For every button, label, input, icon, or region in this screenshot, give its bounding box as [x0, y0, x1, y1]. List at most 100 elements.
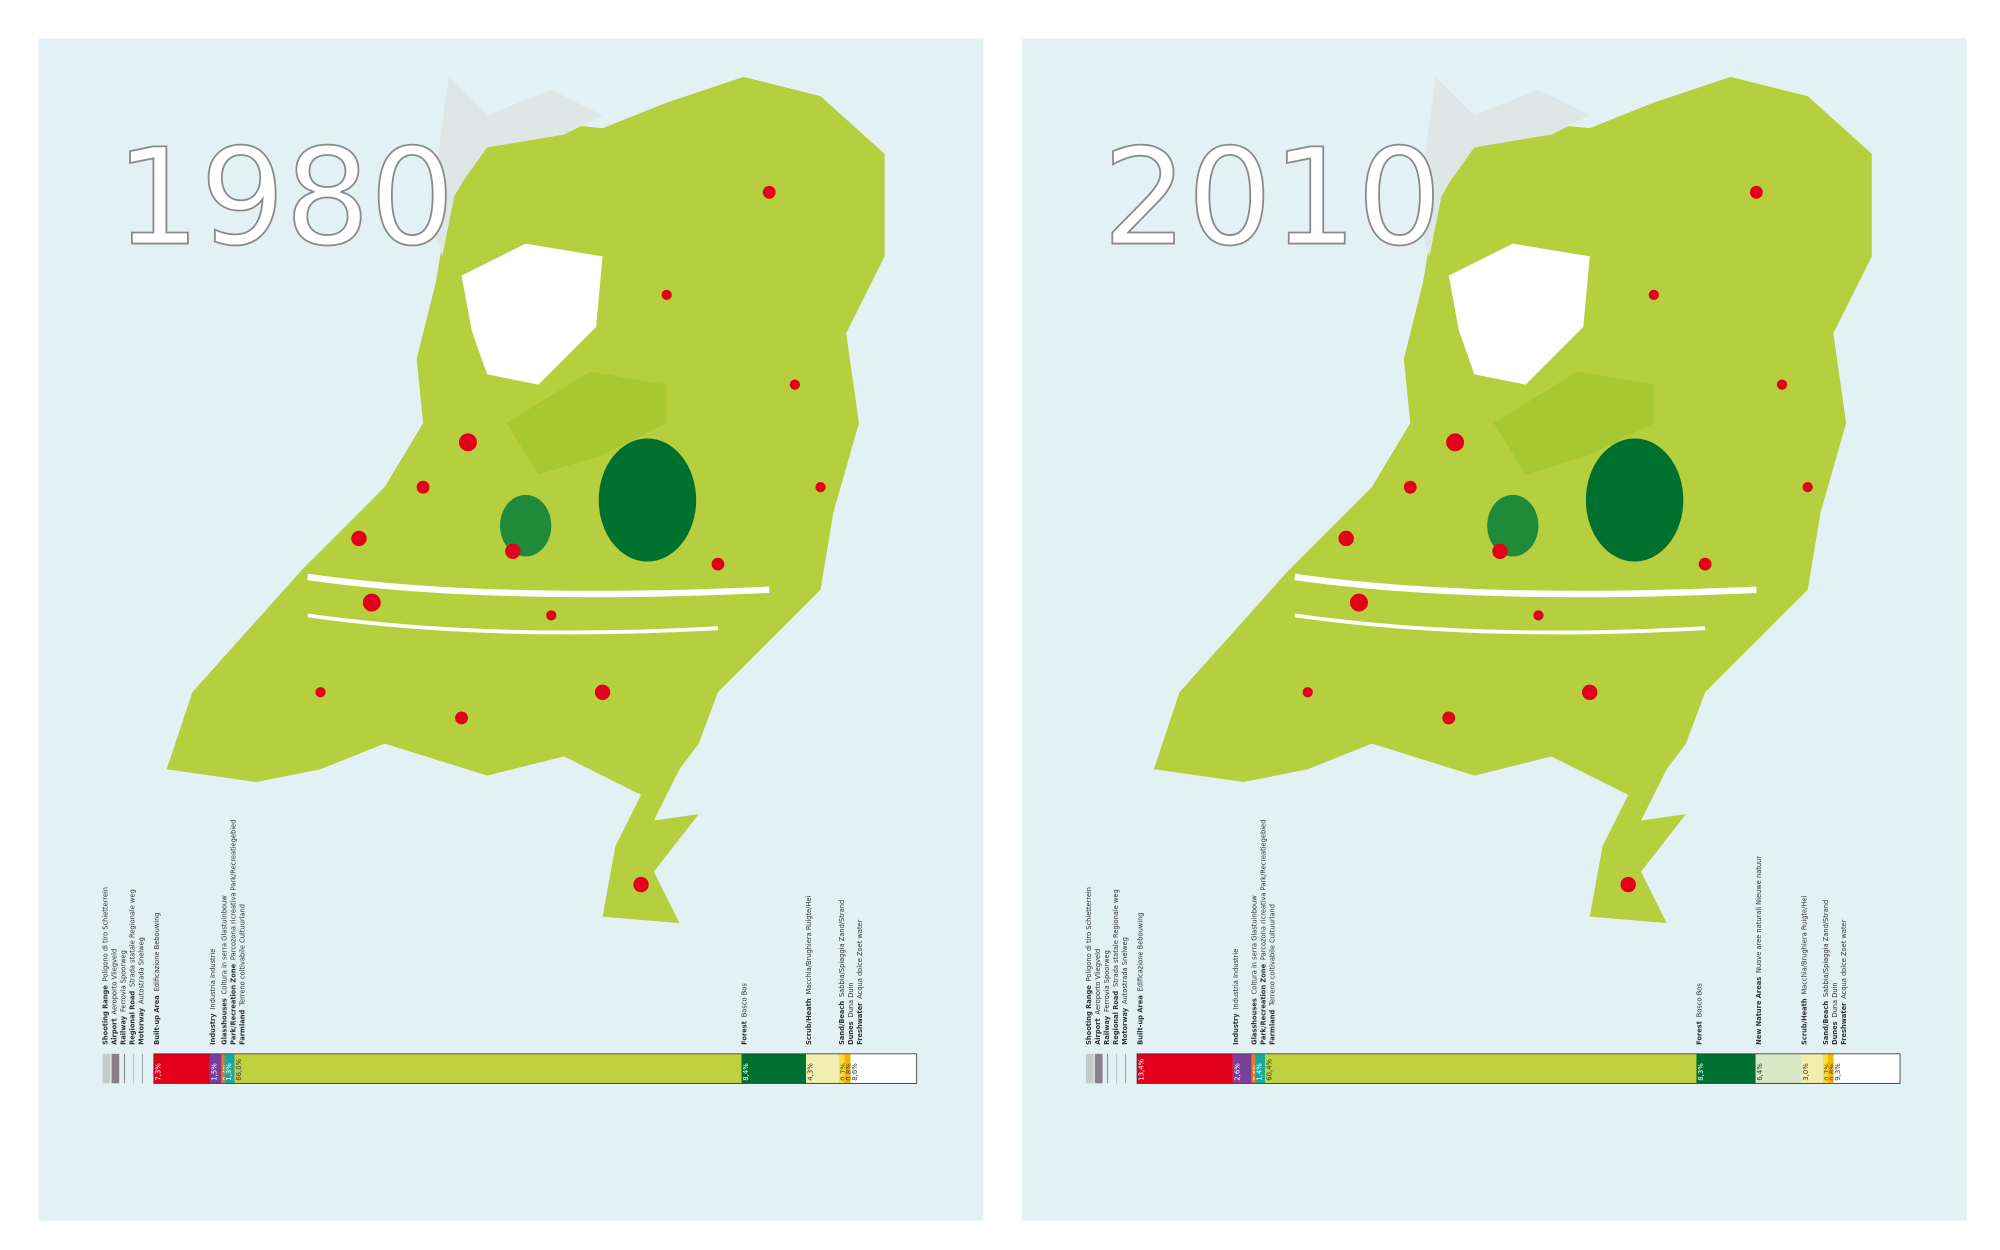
legend-name: Freshwater	[1840, 1002, 1848, 1045]
legend-name: Farmland	[239, 1009, 247, 1044]
legend-translation: Autostrada Snelweg	[1121, 937, 1129, 1004]
legend-label: Glasshouses Coltura in serra Glastuinbouw	[1251, 895, 1259, 1045]
legend-label: Dunes Duna Duin	[1831, 982, 1839, 1045]
legend-label: Airport Aeroporto Vliegveld	[1094, 949, 1102, 1045]
land-use-segment	[1696, 1053, 1756, 1084]
legend-name: Railway	[120, 1015, 128, 1045]
legend-name: Glasshouses	[221, 998, 229, 1045]
legend-label: Built-up Area Edificazione Bebouwing	[1136, 912, 1144, 1044]
value-label: 2,6%	[1233, 1063, 1241, 1081]
legend-label: Forest Bosco Bos	[741, 983, 749, 1045]
legend-label: Shooting Range Poligono di tiro Schietter…	[102, 887, 110, 1045]
land-use-segment	[1822, 1053, 1828, 1084]
legend-translation: Terreno coltivabile Cultuurland	[1269, 904, 1277, 1007]
legend-label: Dunes Duna Duin	[847, 982, 855, 1045]
land-use-segment	[1251, 1053, 1256, 1084]
legend-translation: Aeroporto Vliegveld	[1094, 949, 1102, 1015]
legend-label: Glasshouses Coltura in serra Glastuinbouw	[221, 895, 229, 1045]
legend-label: Industry Industria Industrie	[1232, 949, 1240, 1045]
land-use-segment	[221, 1053, 225, 1084]
legend-name: Airport	[1094, 1018, 1102, 1045]
legend-label: Industry Industria Industrie	[209, 949, 217, 1045]
land-use-segment	[1755, 1053, 1802, 1084]
legend-translation: Duna Duin	[1831, 982, 1839, 1017]
legend-label: Scrub/Heath Macchia/Brughiera Ruigte/Hei	[1801, 896, 1809, 1045]
legend-label: Scrub/Heath Macchia/Brughiera Ruigte/Hei	[805, 896, 813, 1045]
legend-label: Freshwater Acqua dolce Zoet water	[856, 919, 864, 1045]
legend-label: Railway Ferrovia Spoorweg	[120, 950, 128, 1045]
legend-name: Sand/Beach	[1822, 1001, 1830, 1045]
legend-name: Regional Road	[129, 991, 137, 1045]
legend-name: Built-up Area	[153, 995, 161, 1045]
legend-translation: Macchia/Brughiera Ruigte/Hei	[1801, 896, 1809, 995]
legend-name: Glasshouses	[1251, 998, 1259, 1045]
bar-outline	[153, 1053, 918, 1084]
legend-translation: Parcozona ricreativa Park/Recreatiegebie…	[1260, 820, 1268, 960]
value-label: 1,5%	[210, 1063, 218, 1081]
land-use-segment	[806, 1053, 840, 1084]
legend-label: Regional Road Strada statale Regionale we…	[129, 889, 137, 1045]
land-use-segment	[1232, 1053, 1252, 1084]
legend-name: Airport	[111, 1018, 119, 1045]
legend-label: Railway Ferrovia Spoorweg	[1103, 950, 1111, 1045]
legend-translation: Coltura in serra Glastuinbouw	[1251, 895, 1259, 995]
legend-name: Freshwater	[856, 1002, 864, 1045]
value-label: 8,6%	[851, 1063, 859, 1081]
legend-name: Sand/Beach	[838, 1001, 846, 1045]
legend-label: Shooting Range Poligono di tiro Schietter…	[1085, 887, 1093, 1045]
legend-translation: Ferrovia Spoorweg	[1103, 950, 1111, 1012]
legend-label: Sand/Beach Sabbia/Spiaggia Zand/Strand	[838, 900, 846, 1045]
legend-name: Farmland	[1269, 1009, 1277, 1044]
legend-translation: Acqua dolce Zoet water	[856, 919, 864, 998]
legend-translation: Parcozona ricreativa Park/Recreatiegebie…	[230, 820, 238, 960]
legend-name: Dunes	[1831, 1021, 1839, 1045]
legend-label: Farmland Terreno coltivabile Cultuurland	[239, 904, 247, 1045]
legend-label: Regional Road Strada statale Regionale we…	[1112, 889, 1120, 1045]
legend-translation: Duna Duin	[847, 982, 855, 1017]
line-feature-swatch	[111, 1053, 120, 1084]
legend-translation: Industria Industrie	[1232, 949, 1240, 1010]
legend-translation: Coltura in serra Glastuinbouw	[221, 895, 229, 995]
legend-name: Scrub/Heath	[805, 998, 813, 1045]
year-title: 1980	[115, 121, 454, 276]
land-use-segment	[1137, 1053, 1233, 1084]
legend-name: Forest	[741, 1020, 749, 1045]
land-use-segment	[839, 1053, 845, 1084]
legend-name: Railway	[1103, 1015, 1111, 1045]
legend-translation: Ferrovia Spoorweg	[120, 950, 128, 1012]
legend: Shooting Range Poligono di tiro Schietter…	[1085, 820, 1901, 1084]
value-label: 6,4%	[1756, 1063, 1764, 1081]
land-use-segment	[224, 1053, 235, 1084]
legend-name: Built-up Area	[1136, 995, 1144, 1045]
legend-translation: Edificazione Bebouwing	[1136, 912, 1144, 991]
value-label: 66,0%	[235, 1058, 243, 1080]
legend-name: New Nature Areas	[1755, 977, 1763, 1045]
land-use-segment	[1801, 1053, 1823, 1084]
legend-translation: Sabbia/Spiaggia Zand/Strand	[1822, 900, 1830, 997]
value-label: 0,8%	[1828, 1063, 1836, 1081]
line-feature-swatch	[1085, 1053, 1094, 1084]
legend-label: Forest Bosco Bos	[1696, 983, 1704, 1045]
land-use-segment	[1833, 1053, 1900, 1084]
value-label: 0,7%	[839, 1063, 847, 1081]
legend-name: Industry	[1232, 1013, 1240, 1045]
legend-label: Park/Recreation Zone Parcozona ricreativa…	[230, 820, 238, 1045]
legend-translation: Industria Industrie	[209, 949, 217, 1010]
value-label: 8,3%	[1697, 1063, 1705, 1081]
legend-translation: Strada statale Regionale weg	[129, 889, 137, 987]
legend-translation: Bosco Bos	[1696, 983, 1704, 1018]
legend-translation: Autostrada Snelweg	[138, 937, 146, 1004]
value-label: 1,4%	[1255, 1063, 1263, 1081]
line-feature-swatch	[102, 1053, 111, 1084]
legend-translation: Poligono di tiro Schietterrein	[102, 887, 110, 981]
legend-label: Farmland Terreno coltivabile Cultuurland	[1269, 904, 1277, 1045]
land-use-segment	[209, 1053, 222, 1084]
legend-label: Built-up Area Edificazione Bebouwing	[153, 912, 161, 1044]
value-label: 3,0%	[1802, 1063, 1810, 1081]
year-title: 2010	[1103, 121, 1442, 276]
value-label: 4,3%	[806, 1063, 814, 1081]
legend-label: Sand/Beach Sabbia/Spiaggia Zand/Strand	[1822, 900, 1830, 1045]
legend-translation: Aeroporto Vliegveld	[111, 949, 119, 1015]
legend-label: Airport Aeroporto Vliegveld	[111, 949, 119, 1045]
